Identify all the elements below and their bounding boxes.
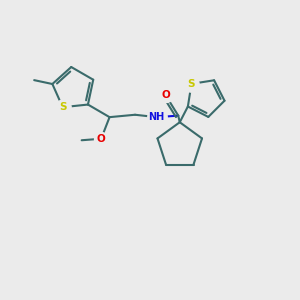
Text: NH: NH xyxy=(148,112,165,122)
Text: O: O xyxy=(161,90,170,100)
Text: S: S xyxy=(188,79,195,89)
Text: O: O xyxy=(97,134,106,144)
Text: S: S xyxy=(59,102,66,112)
